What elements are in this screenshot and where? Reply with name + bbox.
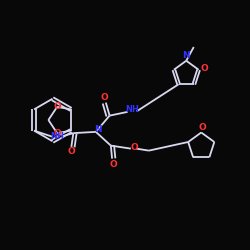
Text: NH: NH bbox=[50, 132, 64, 141]
Text: O: O bbox=[101, 92, 108, 102]
Text: O: O bbox=[199, 122, 206, 132]
Text: O: O bbox=[68, 147, 75, 156]
Text: O: O bbox=[200, 64, 208, 73]
Text: NH: NH bbox=[125, 105, 139, 114]
Text: O: O bbox=[131, 143, 139, 152]
Text: O: O bbox=[53, 128, 61, 138]
Text: O: O bbox=[110, 160, 117, 168]
Text: N: N bbox=[182, 51, 190, 60]
Text: O: O bbox=[53, 102, 61, 112]
Text: N: N bbox=[94, 125, 102, 134]
